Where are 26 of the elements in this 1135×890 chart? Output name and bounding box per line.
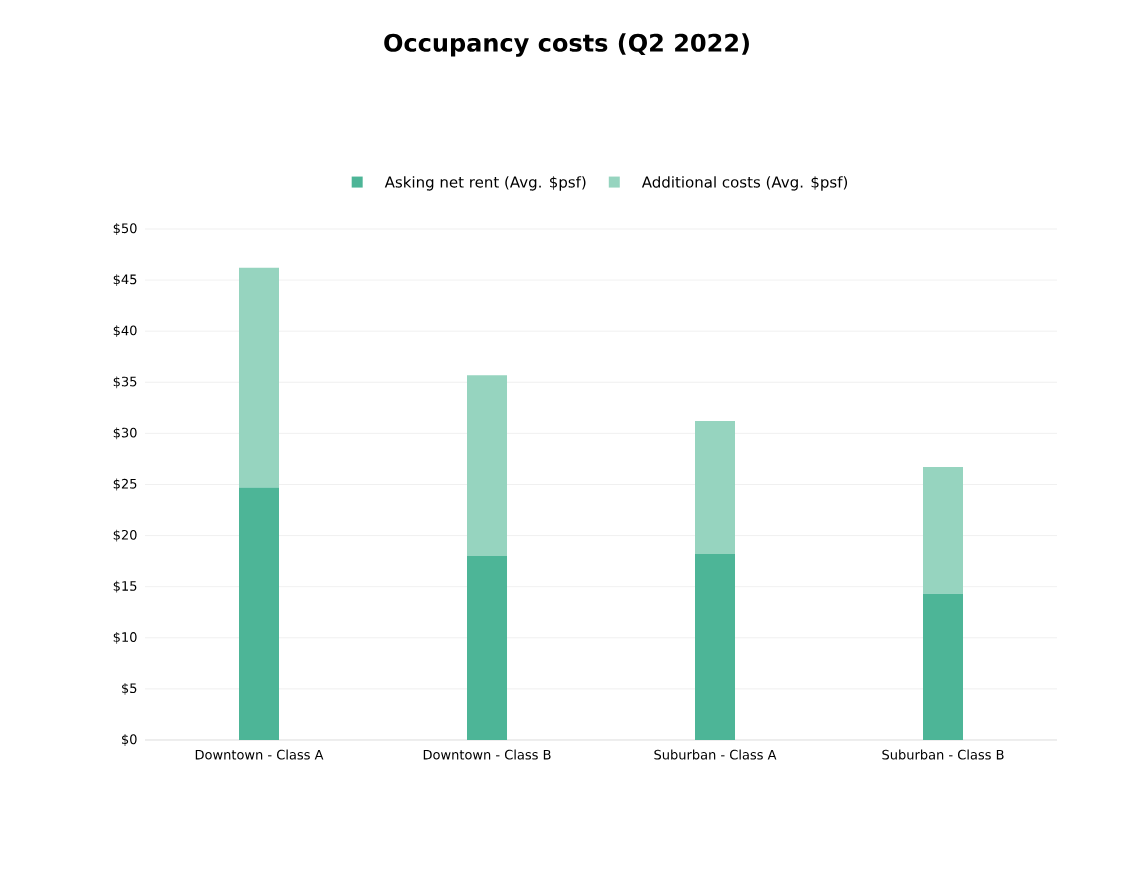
y-tick-label: $10 <box>113 631 137 644</box>
y-tick-label: $40 <box>113 325 137 338</box>
bar <box>695 553 736 740</box>
bar <box>695 421 736 554</box>
y-tick-label: $45 <box>113 274 137 286</box>
legend-label: Asking net rent (Avg. $psf) <box>384 176 586 191</box>
x-tick-label: Downtown - Class B <box>423 749 551 760</box>
y-tick-label: $35 <box>113 376 137 389</box>
bar <box>239 487 280 740</box>
y-tick-label: $5 <box>122 682 137 695</box>
bar <box>923 467 964 594</box>
bar <box>239 267 280 488</box>
x-tick-label: Downtown - Class A <box>195 749 324 760</box>
bar <box>923 593 964 740</box>
y-tick-label: $30 <box>113 427 137 440</box>
chart-title: Occupancy costs (Q2 2022) <box>384 33 749 57</box>
y-tick-label: $25 <box>113 478 137 491</box>
x-tick-label: Suburban - Class A <box>654 749 777 760</box>
y-tick-label: $50 <box>113 223 137 235</box>
legend-label: Additional costs (Avg. $psf) <box>641 176 848 191</box>
bar <box>467 556 508 740</box>
bar <box>467 375 508 557</box>
y-tick-label: $20 <box>113 529 137 542</box>
x-tick-label: Suburban - Class B <box>882 749 1004 760</box>
y-tick-label: $15 <box>113 580 137 593</box>
y-tick-label: $0 <box>122 734 137 746</box>
